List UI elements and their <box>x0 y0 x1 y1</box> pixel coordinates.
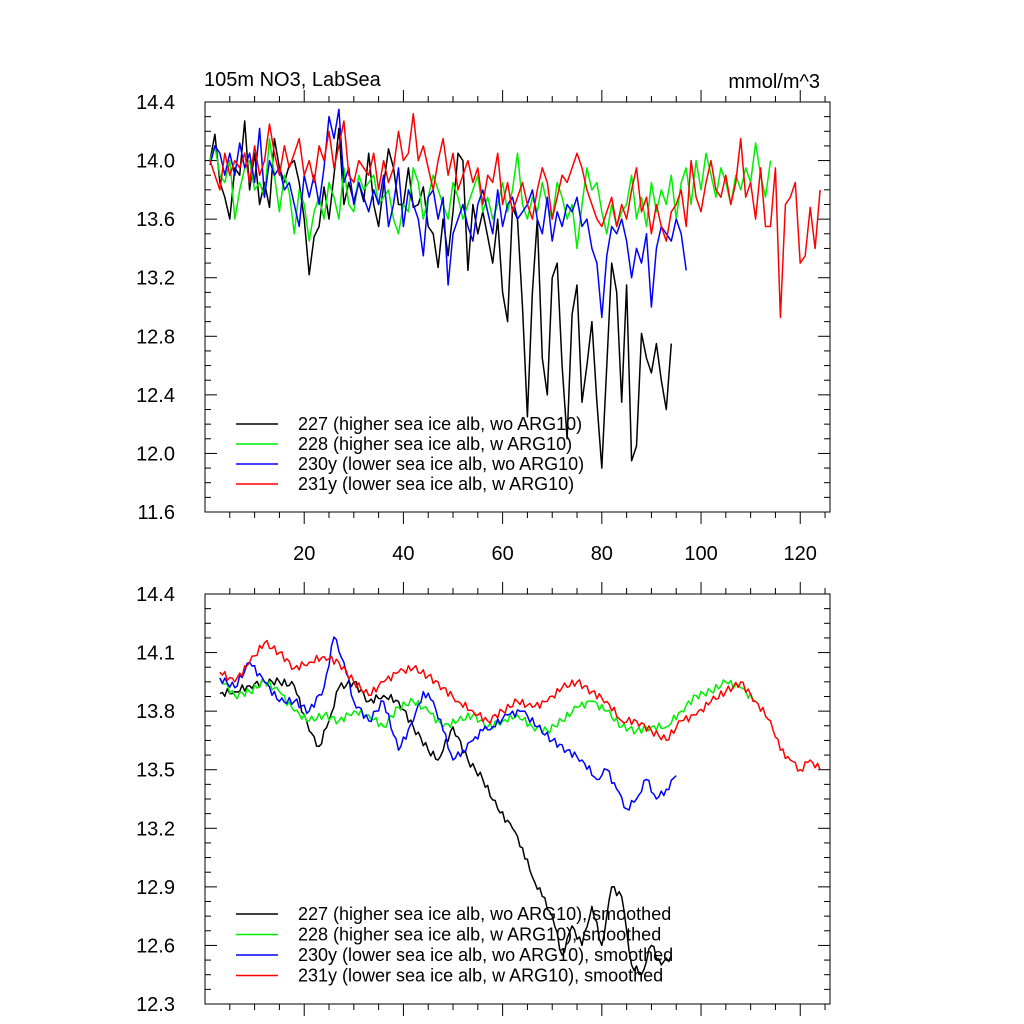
top-ytick-label: 12.4 <box>136 385 175 407</box>
bottom-series-line-231 <box>219 639 821 772</box>
bottom-ytick-label: 14.1 <box>136 643 175 665</box>
top-xtick-label: 40 <box>392 543 414 565</box>
bottom-panel: 12.3 12.6 12.9 13.2 13.5 13.8 14.1 14.4 227 (hi… <box>136 582 831 1016</box>
bottom-legend-label: 227 (higher sea ice alb, wo ARG10), smoo… <box>298 904 671 924</box>
top-ytick-label: 13.6 <box>136 209 175 231</box>
top-legend-label: 231y (lower sea ice alb, w ARG10) <box>298 474 574 494</box>
top-ytick-label: 14.0 <box>136 151 175 173</box>
bottom-ytick-label: 13.8 <box>136 701 175 723</box>
chart-title: 105m NO3, LabSea <box>204 69 382 91</box>
bottom-series-line-228 <box>219 677 757 735</box>
bottom-ytick-label: 14.4 <box>136 584 175 606</box>
top-series-line-228 <box>209 137 772 250</box>
bottom-ytick-label: 12.3 <box>136 994 175 1016</box>
top-legend: 227 (higher sea ice alb, wo ARG10)228 (h… <box>236 414 584 494</box>
bottom-plot-area <box>219 636 821 976</box>
bottom-series-line-230 <box>219 636 677 811</box>
bottom-legend-label: 230y (lower sea ice alb, wo ARG10), smoo… <box>298 945 673 965</box>
top-legend-label: 228 (higher sea ice alb, w ARG10) <box>298 434 572 454</box>
bottom-axes: 12.3 12.6 12.9 13.2 13.5 13.8 14.1 14.4 <box>136 582 830 1016</box>
bottom-legend-label: 231y (lower sea ice alb, w ARG10), smoot… <box>298 966 663 986</box>
top-series-line-231 <box>209 112 821 319</box>
top-xtick-label: 60 <box>491 543 513 565</box>
bottom-ytick-label: 13.2 <box>136 818 175 840</box>
top-series-line-230 <box>209 108 687 319</box>
bottom-ytick-label: 12.9 <box>136 877 175 899</box>
chart-units: mmol/m^3 <box>728 71 820 93</box>
top-xtick-label: 120 <box>784 543 817 565</box>
bottom-series-line-227 <box>219 677 672 976</box>
bottom-ytick-label: 13.5 <box>136 760 175 782</box>
top-panel: 11.6 12.0 12.4 12.8 13.2 13.6 14.0 14.4 20 40 60 80… <box>136 90 831 565</box>
top-axes: 11.6 12.0 12.4 12.8 13.2 13.6 14.0 14.4 20 40 60 80… <box>136 90 830 565</box>
bottom-legend: 227 (higher sea ice alb, wo ARG10), smoo… <box>236 904 673 986</box>
top-series-line-227 <box>209 120 673 469</box>
top-xtick-label: 20 <box>293 543 315 565</box>
bottom-legend-label: 228 (higher sea ice alb, w ARG10), smoot… <box>298 925 661 945</box>
bottom-ytick-label: 12.6 <box>136 935 175 957</box>
top-ytick-label: 11.6 <box>138 502 175 524</box>
top-ytick-label: 12.8 <box>136 326 175 348</box>
top-xtick-label: 80 <box>591 543 613 565</box>
top-ytick-label: 12.0 <box>136 443 175 465</box>
top-ytick-label: 13.2 <box>136 268 175 290</box>
top-plot-area <box>209 108 821 469</box>
top-legend-label: 227 (higher sea ice alb, wo ARG10) <box>298 414 582 434</box>
top-xtick-label: 100 <box>684 543 717 565</box>
top-ytick-label: 14.4 <box>136 92 175 114</box>
top-legend-label: 230y (lower sea ice alb, wo ARG10) <box>298 454 584 474</box>
